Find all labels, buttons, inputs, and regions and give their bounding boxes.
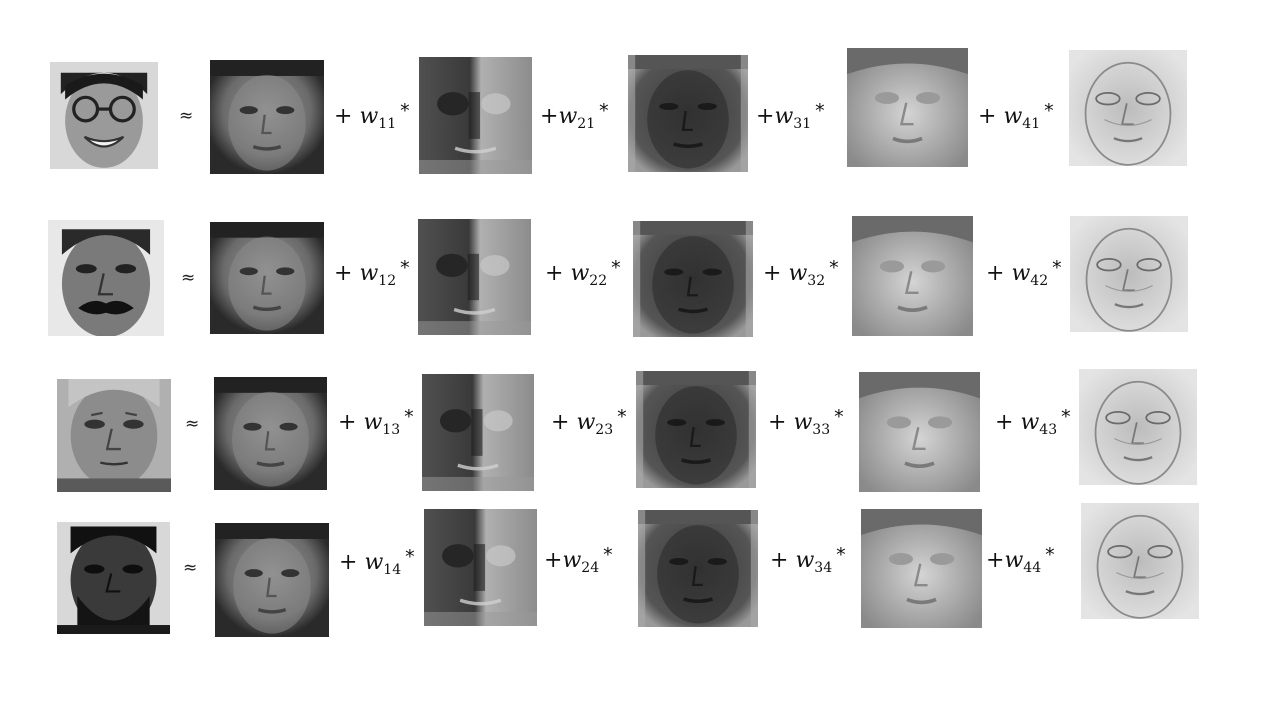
approx-symbol: ≈ — [181, 268, 196, 288]
weight-term-w21: +w21* — [540, 100, 609, 132]
eigenface-4 — [1070, 216, 1188, 332]
weight-term-w41: + w41* — [978, 100, 1054, 132]
approx-symbol: ≈ — [179, 106, 194, 126]
mean-face — [215, 523, 329, 637]
eigenface-4 — [1079, 369, 1197, 485]
eigenface-2 — [628, 55, 748, 172]
weight-term-w24: +w24* — [544, 544, 613, 576]
mean-face — [214, 377, 327, 490]
eigenface-4 — [1069, 50, 1187, 166]
weight-term-w13: + w13* — [338, 406, 414, 438]
eigenface-3 — [847, 48, 968, 167]
input-face-bearded — [57, 522, 170, 634]
input-face-older-man — [57, 379, 171, 492]
weight-term-w12: + w12* — [334, 257, 410, 289]
mean-face — [210, 222, 324, 334]
weight-term-w34: + w34* — [770, 544, 846, 576]
input-face-glasses-smiling — [50, 62, 158, 169]
weight-term-w31: +w31* — [756, 100, 825, 132]
mean-face — [210, 60, 324, 174]
weight-term-w43: + w43* — [995, 406, 1071, 438]
eigenface-2 — [636, 371, 756, 488]
eigenface-2 — [638, 510, 758, 627]
weight-term-w23: + w23* — [551, 406, 627, 438]
approx-symbol: ≈ — [183, 558, 198, 578]
weight-term-w22: + w22* — [545, 257, 621, 289]
weight-term-w33: + w33* — [768, 406, 844, 438]
weight-term-w11: + w11* — [334, 100, 410, 132]
weight-term-w14: + w14* — [339, 546, 415, 578]
eigenface-1 — [424, 509, 537, 626]
eigenface-4 — [1081, 503, 1199, 619]
approx-symbol: ≈ — [185, 414, 200, 434]
eigenface-1 — [418, 219, 531, 335]
eigenface-2 — [633, 221, 753, 337]
weight-term-w44: +w44* — [986, 544, 1055, 576]
input-face-mustache — [48, 220, 164, 336]
weight-term-w42: + w42* — [986, 257, 1062, 289]
eigenface-3 — [852, 216, 973, 336]
eigenface-1 — [422, 374, 534, 491]
eigenface-3 — [859, 372, 980, 492]
eigenface-1 — [419, 57, 532, 174]
weight-term-w32: + w32* — [763, 257, 839, 289]
eigenface-3 — [861, 509, 982, 628]
